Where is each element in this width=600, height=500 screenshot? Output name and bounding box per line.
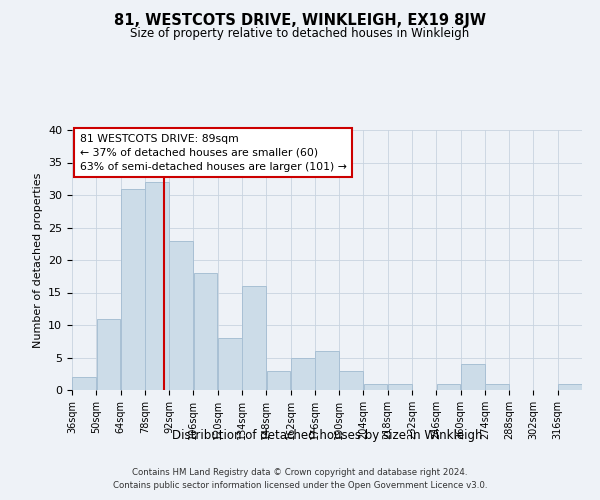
Text: Size of property relative to detached houses in Winkleigh: Size of property relative to detached ho… [130,28,470,40]
Bar [121,188,145,390]
Bar [169,240,193,390]
Text: Contains HM Land Registry data © Crown copyright and database right 2024.: Contains HM Land Registry data © Crown c… [132,468,468,477]
Bar [291,358,314,390]
Bar [218,338,242,390]
Bar [388,384,412,390]
Text: 81, WESTCOTS DRIVE, WINKLEIGH, EX19 8JW: 81, WESTCOTS DRIVE, WINKLEIGH, EX19 8JW [114,12,486,28]
Bar [485,384,509,390]
Bar [437,384,460,390]
Y-axis label: Number of detached properties: Number of detached properties [32,172,43,348]
Bar [340,370,363,390]
Text: Distribution of detached houses by size in Winkleigh: Distribution of detached houses by size … [172,428,482,442]
Bar [97,318,121,390]
Bar [558,384,582,390]
Text: 81 WESTCOTS DRIVE: 89sqm
← 37% of detached houses are smaller (60)
63% of semi-d: 81 WESTCOTS DRIVE: 89sqm ← 37% of detach… [80,134,347,172]
Bar [315,351,339,390]
Bar [72,377,96,390]
Bar [145,182,169,390]
Bar [242,286,266,390]
Bar [364,384,388,390]
Bar [194,273,217,390]
Bar [461,364,485,390]
Bar [266,370,290,390]
Text: Contains public sector information licensed under the Open Government Licence v3: Contains public sector information licen… [113,482,487,490]
